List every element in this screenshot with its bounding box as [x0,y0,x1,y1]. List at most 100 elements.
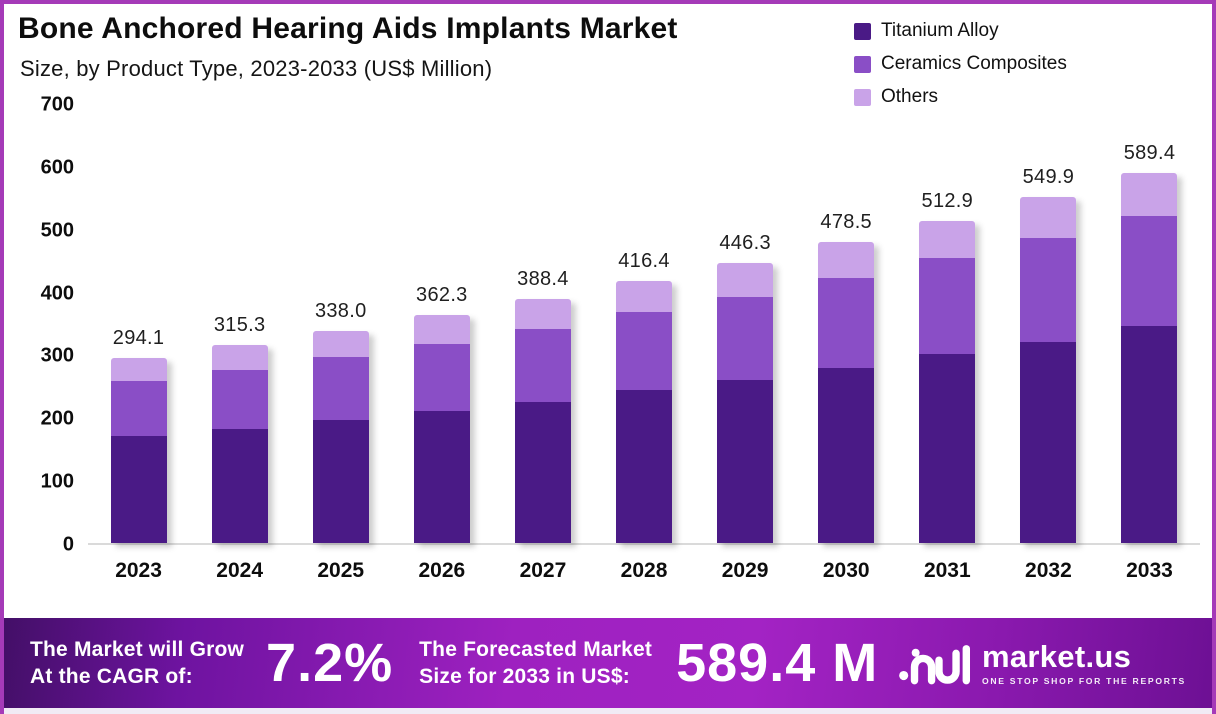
y-tick-0: 0 [62,533,74,556]
legend-label: Others [881,86,939,107]
x-label-2033: 2033 [1126,559,1173,582]
forecast-label: The Forecasted Market Size for 2033 in U… [419,636,652,691]
legend-swatch [854,88,871,106]
page-title: Bone Anchored Hearing Aids Implants Mark… [18,12,678,45]
legend-swatch [854,22,871,40]
bar-group-2033: 589.4 2033 [1099,105,1200,582]
bar-segment-ceramics-composites [110,380,167,437]
bar-segment-others [413,315,470,344]
forecast-label-line2: Size for 2033 in US$: [419,665,630,688]
y-tick-300: 300 [40,344,74,367]
bar-stack-2028 [616,281,673,543]
forecast-value: 589.4 M [676,633,879,693]
bar-stack-2030 [818,242,875,543]
cagr-label-line1: The Market will Grow [30,637,245,661]
bar-segment-titanium-alloy [1020,341,1077,543]
bar-segment-titanium-alloy [919,354,976,543]
bar-segment-ceramics-composites [211,369,268,430]
bar-group-2032: 549.9 2032 [998,105,1099,582]
bar-segment-ceramics-composites [413,343,470,411]
bar-segment-titanium-alloy [413,411,470,543]
total-label-2024: 315.3 [213,313,266,336]
x-label-2030: 2030 [822,559,870,582]
bar-segment-titanium-alloy [312,420,369,543]
forecast-label-line1: The Forecasted Market [419,637,653,661]
bar-segment-ceramics-composites [1121,216,1178,327]
total-label-2025: 338.0 [314,299,367,322]
stacked-bar-chart: 0 100 200 300 400 500 600 700 294.1 2023 315.3 202… [26,94,1200,587]
x-label-2024: 2024 [216,559,263,582]
bar-group-2024: 315.3 2024 [189,105,290,582]
y-tick-400: 400 [40,282,74,305]
total-label-2026: 362.3 [416,284,468,307]
brand-name: market.us [981,638,1132,674]
bar-group-2027: 388.4 2027 [492,105,593,582]
bar-segment-titanium-alloy [514,401,571,543]
legend-label: Titanium Alloy [881,20,999,41]
cagr-value: 7.2% [266,633,394,693]
x-label-2029: 2029 [721,559,769,582]
bar-segment-titanium-alloy [818,367,875,543]
marketus-logo-icon [899,645,970,685]
bar-segment-ceramics-composites [717,296,774,380]
x-label-2031: 2031 [923,559,971,582]
bar-stack-2026 [413,315,470,543]
bar-segment-ceramics-composites [818,277,875,368]
bar-segment-others [717,262,774,297]
total-label-2027: 388.4 [517,267,569,290]
bar-segment-others [312,330,369,357]
bar-stack-2032 [1020,197,1077,543]
bar-stack-2024 [211,344,268,543]
bar-stack-2027 [514,298,571,543]
bar-segment-others [1121,172,1178,217]
y-tick-700: 700 [40,93,74,116]
x-label-2026: 2026 [418,559,466,582]
bar-segment-others [616,281,673,313]
x-label-2023: 2023 [115,559,162,582]
y-axis: 0 100 200 300 400 500 600 700 [26,94,80,556]
total-label-2031: 512.9 [921,189,974,212]
bar-segment-ceramics-composites [1020,238,1077,342]
bar-group-2028: 416.4 2028 [593,105,694,582]
chart-legend: Titanium Alloy Ceramics Composites Others [854,20,1067,108]
total-label-2033: 589.4 [1123,141,1176,164]
y-tick-200: 200 [40,407,74,430]
bar-segment-titanium-alloy [110,436,167,543]
legend-item-others: Others [854,86,1067,108]
x-label-2032: 2032 [1025,559,1072,582]
legend-swatch [854,55,871,73]
bar-segment-others [919,220,976,259]
x-label-2028: 2028 [620,559,668,582]
bar-segment-titanium-alloy [211,429,268,543]
bar-segment-titanium-alloy [717,379,774,543]
bar-segment-others [1020,197,1077,239]
total-label-2029: 446.3 [719,231,771,254]
bar-segment-others [818,242,875,278]
bar-stack-2033 [1121,172,1178,543]
bar-segment-ceramics-composites [312,356,369,421]
brand-text: market.us ONE STOP SHOP FOR THE REPORTS [982,641,1186,686]
bar-stack-2031 [919,220,976,543]
y-tick-500: 500 [40,219,74,242]
footer-banner: The Market will Grow At the CAGR of: 7.2… [4,618,1212,708]
total-label-2032: 549.9 [1022,166,1075,189]
bar-stack-2025 [312,330,369,543]
cagr-label-line2: At the CAGR of: [30,665,193,688]
legend-label: Ceramics Composites [881,53,1067,74]
bar-segment-titanium-alloy [1121,326,1178,543]
bar-segment-ceramics-composites [514,328,571,402]
bar-group-2029: 446.3 2029 [695,105,796,582]
bar-segment-ceramics-composites [919,258,976,355]
bar-group-2030: 478.5 2030 [796,105,897,582]
bottom-strip [4,708,1212,714]
bar-group-2031: 512.9 2031 [897,105,998,582]
bar-group-2026: 362.3 2026 [391,105,492,582]
y-tick-600: 600 [40,156,74,179]
bar-group-2025: 338.0 2025 [290,105,391,582]
total-label-2028: 416.4 [618,250,670,273]
y-tick-100: 100 [40,470,74,493]
chart-subtitle: Size, by Product Type, 2023-2033 (US$ Mi… [20,56,493,81]
total-label-2023: 294.1 [112,327,165,350]
legend-item-ceramics-composites: Ceramics Composites [854,53,1067,75]
